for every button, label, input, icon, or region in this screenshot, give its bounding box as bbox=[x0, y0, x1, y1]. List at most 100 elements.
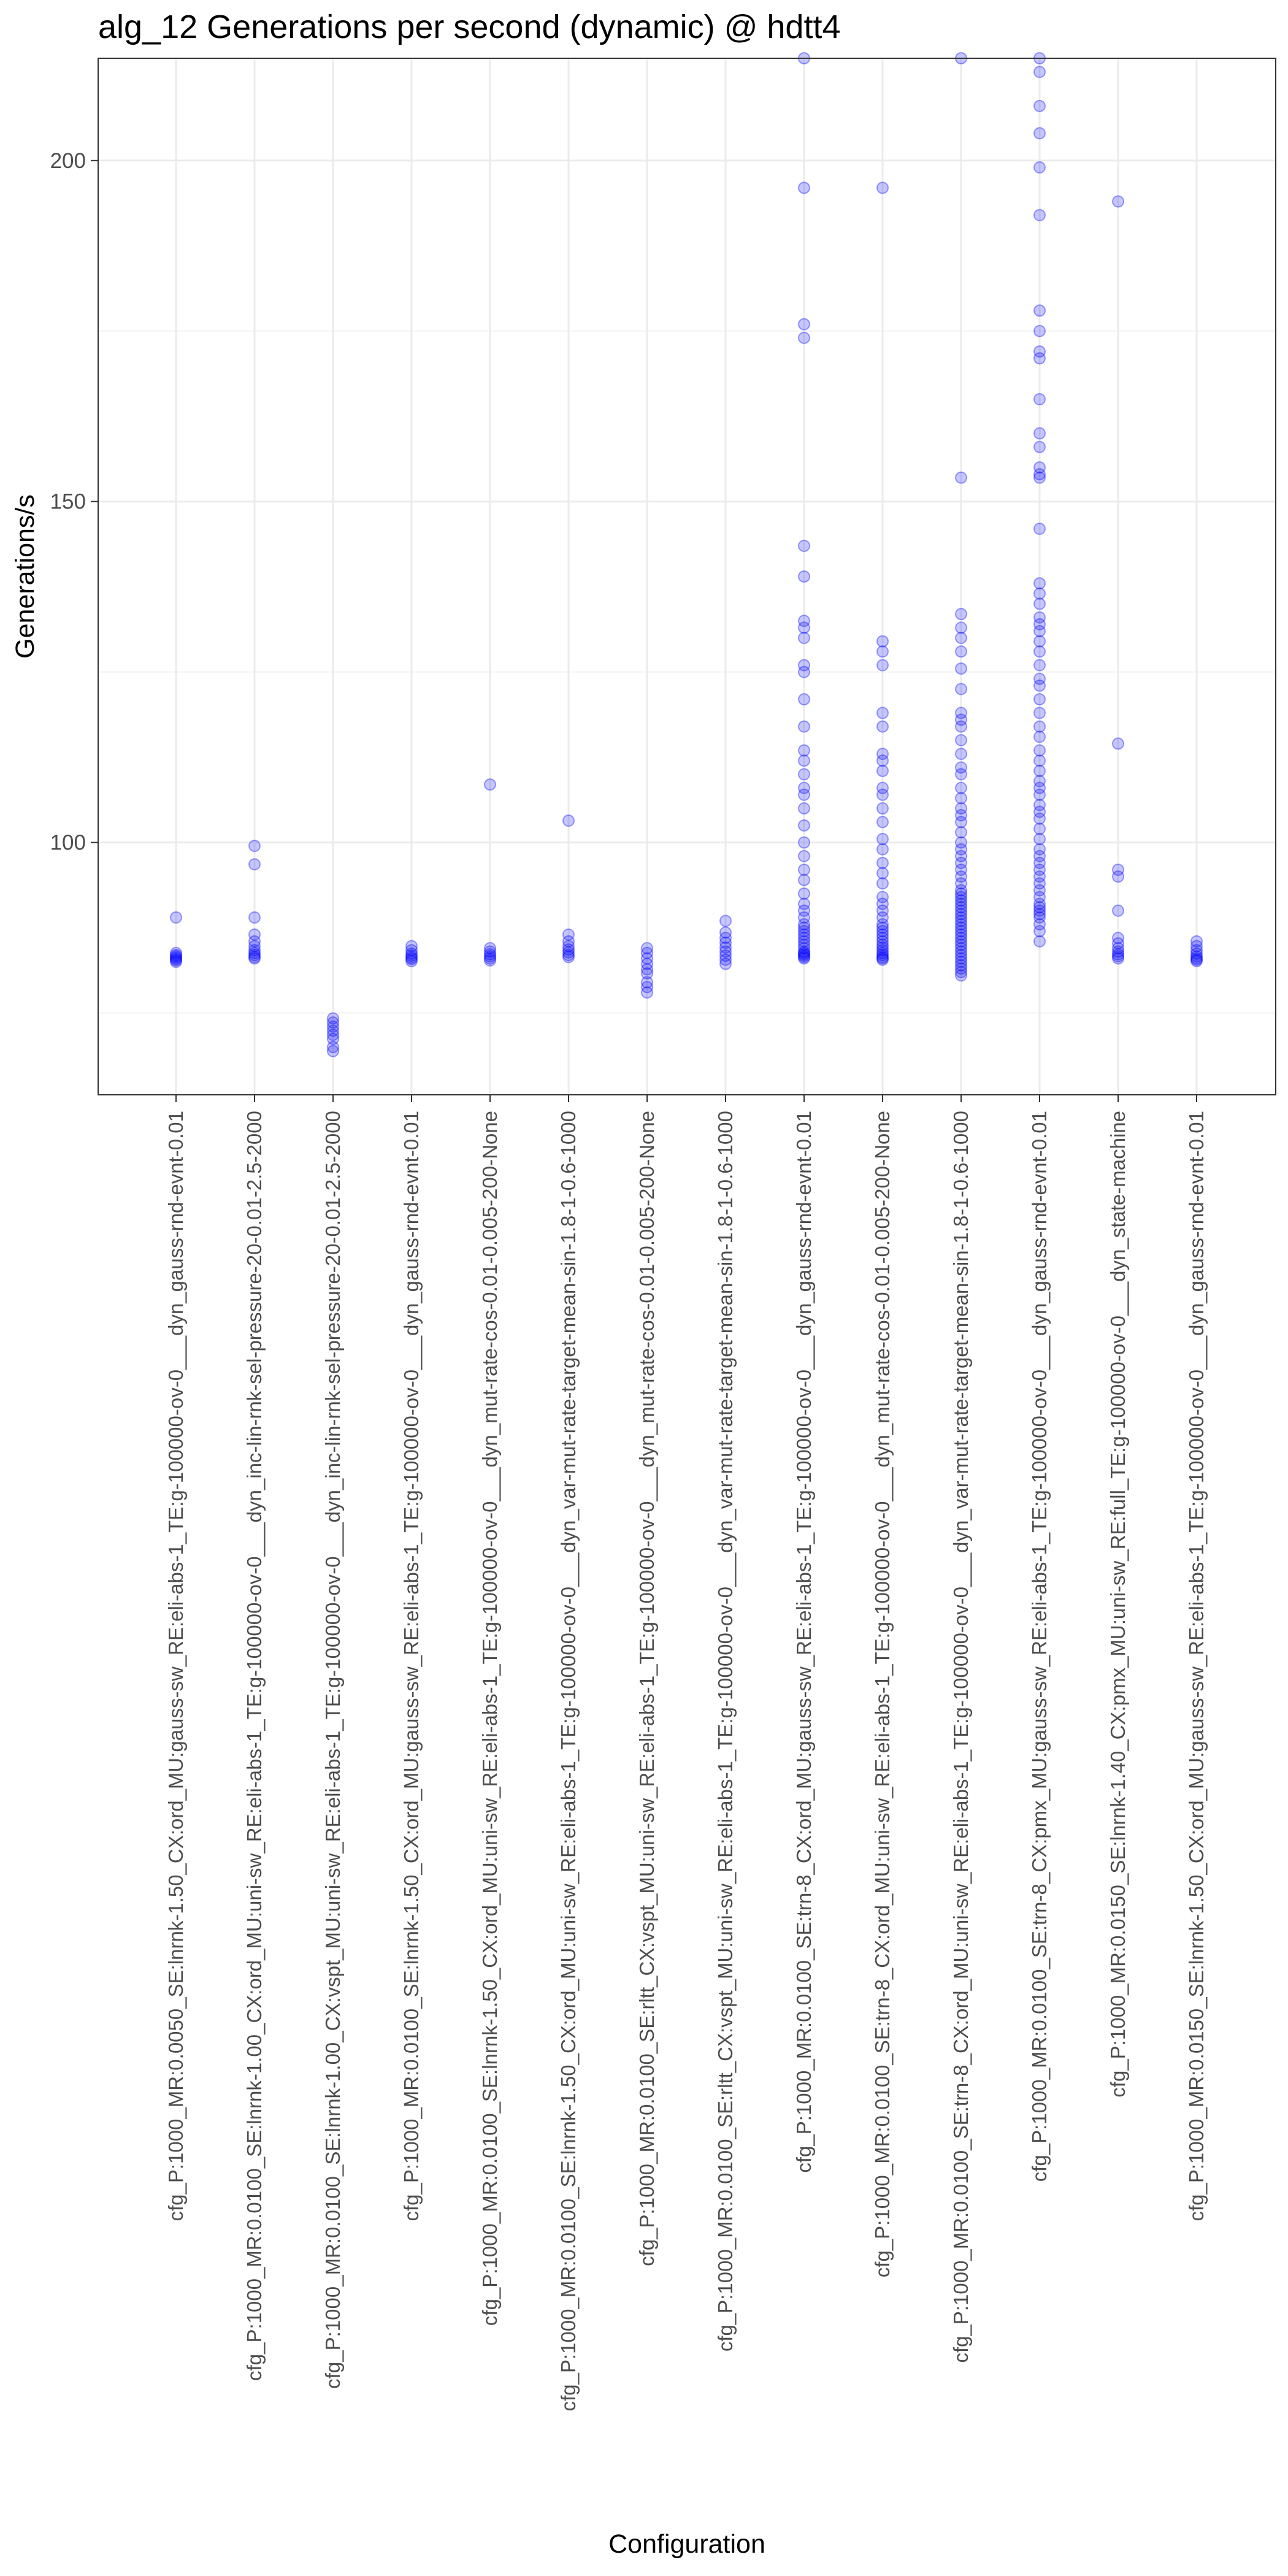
data-point bbox=[1033, 611, 1046, 624]
x-tick-label: cfg_P:1000_MR:0.0100_SE:lnrnk-1.00_CX:or… bbox=[243, 1111, 266, 2381]
data-point bbox=[1033, 679, 1046, 692]
y-tick-label: 200 bbox=[50, 149, 86, 173]
data-point bbox=[1112, 904, 1124, 917]
x-tick-label: cfg_P:1000_MR:0.0100_SE:trn-8_CX:ord_MU:… bbox=[949, 1111, 972, 2363]
data-point bbox=[1112, 937, 1124, 950]
data-point bbox=[484, 941, 496, 954]
data-point bbox=[1112, 932, 1124, 945]
data-point bbox=[955, 932, 967, 945]
data-point bbox=[798, 331, 810, 344]
data-point bbox=[798, 659, 810, 672]
data-point bbox=[876, 921, 889, 934]
data-point bbox=[1033, 918, 1046, 931]
data-point bbox=[405, 951, 418, 964]
data-point bbox=[1033, 744, 1046, 757]
data-point bbox=[876, 946, 889, 959]
data-point bbox=[876, 935, 889, 948]
data-point bbox=[955, 914, 967, 927]
data-point bbox=[798, 873, 810, 886]
data-point bbox=[955, 645, 967, 658]
data-point bbox=[641, 967, 653, 980]
data-point bbox=[876, 949, 889, 962]
data-point bbox=[876, 707, 889, 719]
data-point bbox=[1033, 935, 1046, 948]
data-point bbox=[1033, 468, 1046, 481]
data-point bbox=[1033, 99, 1046, 112]
data-point bbox=[641, 981, 653, 994]
data-point bbox=[876, 645, 889, 658]
data-point bbox=[1033, 925, 1046, 938]
data-point bbox=[1033, 645, 1046, 658]
data-point bbox=[719, 953, 732, 966]
data-point bbox=[798, 949, 810, 962]
data-point bbox=[562, 815, 575, 827]
data-point bbox=[1190, 955, 1203, 968]
data-point bbox=[248, 944, 261, 957]
data-point bbox=[876, 867, 889, 880]
data-point bbox=[798, 539, 810, 552]
data-point bbox=[798, 925, 810, 938]
data-point bbox=[248, 949, 261, 962]
data-point bbox=[798, 928, 810, 941]
data-point bbox=[562, 935, 575, 948]
data-point bbox=[876, 802, 889, 815]
data-point bbox=[1033, 891, 1046, 903]
data-point bbox=[484, 952, 496, 965]
data-point bbox=[1033, 672, 1046, 685]
data-point bbox=[1190, 947, 1203, 960]
data-point bbox=[876, 182, 889, 194]
data-point bbox=[955, 870, 967, 883]
panel-border bbox=[98, 58, 1276, 1095]
data-point bbox=[798, 788, 810, 801]
data-point bbox=[876, 843, 889, 856]
data-point bbox=[1033, 764, 1046, 777]
data-point bbox=[1033, 587, 1046, 600]
data-point bbox=[327, 1024, 339, 1037]
data-point bbox=[562, 943, 575, 956]
data-point bbox=[876, 944, 889, 957]
data-point bbox=[1033, 127, 1046, 140]
data-point bbox=[1033, 440, 1046, 453]
data-point bbox=[955, 781, 967, 794]
data-point bbox=[1033, 754, 1046, 767]
data-point bbox=[798, 615, 810, 627]
data-point bbox=[641, 957, 653, 970]
data-point bbox=[798, 744, 810, 757]
data-point bbox=[876, 781, 889, 794]
data-point bbox=[876, 911, 889, 924]
data-point bbox=[562, 946, 575, 959]
data-point bbox=[1033, 597, 1046, 610]
data-point bbox=[1112, 952, 1124, 965]
data-point bbox=[1190, 940, 1203, 953]
x-tick-label: cfg_P:1000_MR:0.0150_SE:lnrnk-1.50_CX:or… bbox=[1185, 1111, 1208, 2221]
data-point bbox=[798, 632, 810, 645]
data-point bbox=[1033, 904, 1046, 917]
data-point bbox=[798, 802, 810, 815]
data-point bbox=[798, 693, 810, 706]
data-point bbox=[955, 864, 967, 876]
data-point bbox=[798, 918, 810, 931]
data-point bbox=[405, 944, 418, 957]
data-point bbox=[798, 621, 810, 634]
x-tick-label: cfg_P:1000_MR:0.0100_SE:lnrnk-1.50_CX:or… bbox=[400, 1111, 423, 2221]
data-point bbox=[170, 950, 182, 963]
data-point bbox=[719, 957, 732, 970]
data-point bbox=[641, 976, 653, 989]
data-point bbox=[641, 952, 653, 965]
data-point bbox=[798, 570, 810, 583]
data-point bbox=[955, 959, 967, 972]
data-point bbox=[170, 949, 182, 962]
data-point bbox=[1033, 345, 1046, 358]
data-point bbox=[1033, 427, 1046, 440]
data-point bbox=[876, 932, 889, 945]
data-point bbox=[1033, 788, 1046, 801]
data-point bbox=[719, 937, 732, 949]
data-point bbox=[798, 849, 810, 862]
data-point bbox=[955, 608, 967, 621]
data-point bbox=[1033, 822, 1046, 835]
data-point bbox=[1033, 833, 1046, 846]
data-point bbox=[1033, 161, 1046, 174]
data-point bbox=[1033, 901, 1046, 914]
data-point bbox=[1112, 195, 1124, 208]
